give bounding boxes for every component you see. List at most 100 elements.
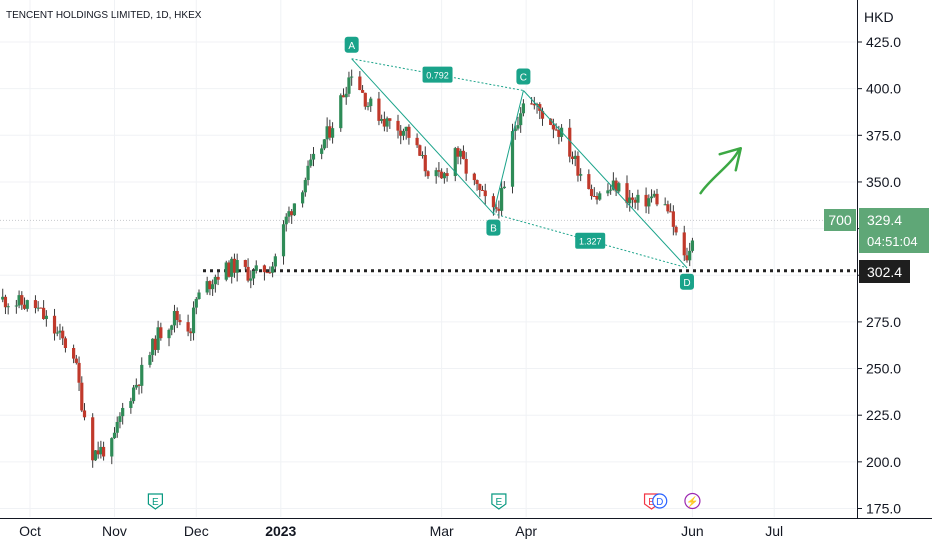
candle-up[interactable]	[197, 289, 201, 300]
candle-down[interactable]	[243, 259, 247, 271]
candle-down[interactable]	[570, 151, 575, 165]
candle-up[interactable]	[170, 324, 174, 336]
candle-down[interactable]	[61, 326, 65, 345]
candle-up[interactable]	[191, 301, 196, 341]
candle-up[interactable]	[636, 189, 640, 211]
candle-down[interactable]	[407, 124, 411, 145]
candle-down[interactable]	[153, 335, 157, 356]
candle-up[interactable]	[516, 116, 520, 131]
candle-up[interactable]	[273, 253, 277, 273]
candle-down[interactable]	[423, 146, 427, 177]
earnings-event-marker[interactable]: E	[491, 493, 507, 510]
candle-down[interactable]	[472, 172, 476, 186]
candle-down[interactable]	[377, 91, 381, 126]
candle-down[interactable]	[399, 125, 403, 145]
candle-down[interactable]	[589, 184, 594, 200]
candle-down[interactable]	[3, 294, 8, 315]
candle-down[interactable]	[478, 183, 482, 197]
candle-down[interactable]	[682, 225, 686, 262]
candle-up[interactable]	[6, 303, 10, 315]
candle-up[interactable]	[235, 253, 239, 282]
pattern-point-badge[interactable]	[486, 219, 501, 236]
event-markers[interactable]: E E E D ⚡	[147, 492, 701, 510]
candle-up[interactable]	[647, 194, 651, 214]
candle-up[interactable]	[287, 206, 291, 223]
harmonic-pattern[interactable]: 0.792 1.327 A B C D	[344, 36, 694, 290]
candle-up[interactable]	[156, 320, 160, 353]
candle-down[interactable]	[532, 96, 536, 110]
candle-up[interactable]	[617, 181, 621, 194]
candle-down[interactable]	[655, 188, 659, 207]
candle-down[interactable]	[587, 169, 591, 190]
candle-down[interactable]	[592, 187, 596, 198]
candle-up[interactable]	[300, 190, 305, 208]
candle-up[interactable]	[230, 256, 234, 284]
candle-down[interactable]	[551, 118, 556, 139]
candle-up[interactable]	[347, 71, 351, 97]
candle-up[interactable]	[401, 128, 406, 141]
candle-up[interactable]	[271, 261, 275, 278]
candle-down[interactable]	[614, 177, 618, 197]
candle-up[interactable]	[521, 99, 526, 117]
time-axis[interactable]: Oct Nov Dec 2023 Mar Apr Jun Jul	[0, 518, 932, 540]
candle-up[interactable]	[17, 290, 21, 309]
candle-up[interactable]	[306, 160, 310, 186]
candle-down[interactable]	[671, 205, 675, 236]
candle-up[interactable]	[652, 190, 656, 198]
candle-down[interactable]	[437, 162, 441, 178]
candle-up[interactable]	[140, 357, 144, 394]
candle-down[interactable]	[80, 376, 84, 413]
candle-up[interactable]	[688, 242, 692, 267]
candle-down[interactable]	[480, 185, 485, 192]
candle-down[interactable]	[396, 114, 400, 139]
candle-down[interactable]	[497, 200, 501, 219]
candle-up[interactable]	[502, 181, 506, 189]
pattern-point-badge[interactable]	[679, 273, 694, 290]
candle-up[interactable]	[281, 220, 286, 265]
candle-down[interactable]	[644, 187, 648, 214]
candle-down[interactable]	[77, 356, 81, 392]
split-event-marker[interactable]: ⚡	[684, 492, 701, 510]
candle-up[interactable]	[213, 274, 217, 293]
candle-down[interactable]	[483, 183, 487, 205]
candle-down[interactable]	[227, 260, 231, 278]
candle-down[interactable]	[674, 225, 678, 236]
candle-down[interactable]	[63, 336, 68, 353]
candle-up[interactable]	[292, 203, 297, 217]
candle-down[interactable]	[363, 92, 367, 110]
candle-up[interactable]	[649, 189, 654, 203]
candle-up[interactable]	[151, 338, 155, 362]
candle-up[interactable]	[609, 184, 613, 195]
candle-down[interactable]	[39, 307, 43, 309]
candle-up[interactable]	[148, 351, 152, 368]
candle-down[interactable]	[189, 328, 193, 342]
candle-up[interactable]	[134, 378, 138, 390]
candle-up[interactable]	[118, 412, 122, 429]
candle-up[interactable]	[303, 177, 307, 197]
candle-down[interactable]	[216, 270, 220, 286]
candle-up[interactable]	[442, 171, 446, 184]
candle-up[interactable]	[350, 69, 354, 86]
candle-down[interactable]	[268, 266, 272, 274]
candle-up[interactable]	[254, 260, 258, 274]
candle-up[interactable]	[320, 144, 324, 160]
candles[interactable]	[1, 69, 695, 468]
candle-down[interactable]	[232, 253, 237, 278]
projection-arrow[interactable]	[699, 148, 741, 195]
candle-down[interactable]	[186, 314, 190, 337]
candle-up[interactable]	[434, 167, 438, 184]
pattern-point-badge[interactable]	[344, 36, 359, 53]
candle-up[interactable]	[251, 268, 256, 286]
candle-down[interactable]	[669, 203, 673, 213]
candle-up[interactable]	[598, 191, 602, 201]
candle-up[interactable]	[663, 197, 667, 206]
candle-down[interactable]	[475, 179, 479, 191]
candle-up[interactable]	[211, 279, 215, 296]
candle-down[interactable]	[426, 170, 430, 179]
candle-down[interactable]	[74, 354, 78, 365]
candle-down[interactable]	[358, 71, 362, 91]
candle-up[interactable]	[194, 297, 198, 315]
earnings-event-marker[interactable]: E	[147, 493, 163, 510]
candle-up[interactable]	[519, 107, 523, 133]
candle-down[interactable]	[290, 208, 294, 224]
